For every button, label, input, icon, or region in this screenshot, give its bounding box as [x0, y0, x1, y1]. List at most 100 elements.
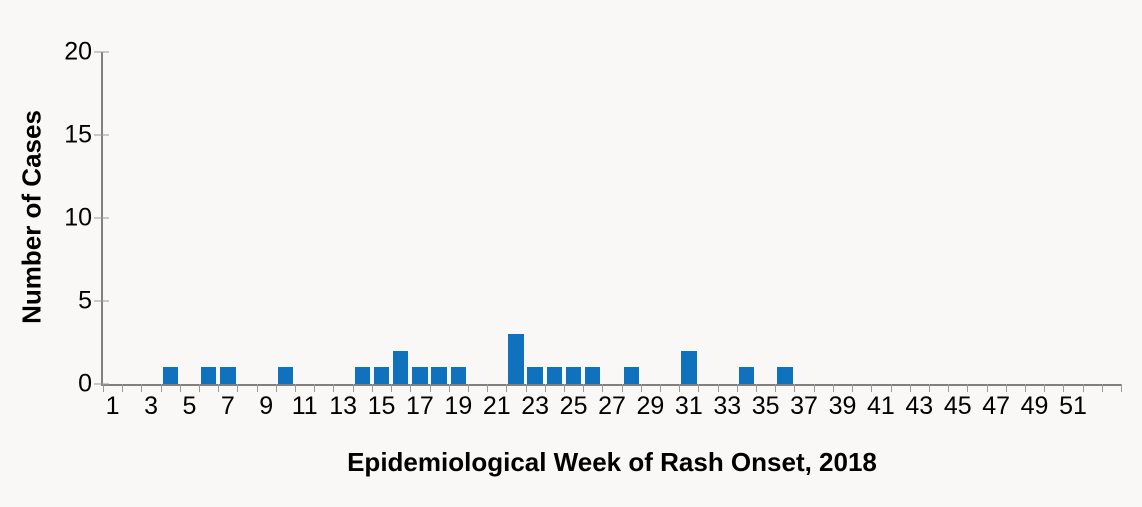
bar-week-6: [200, 367, 217, 384]
x-axis-tick: [275, 384, 277, 392]
x-axis-tick: [410, 384, 412, 392]
x-tick-label-39: 39: [828, 392, 857, 420]
x-axis-tick: [679, 384, 681, 392]
x-axis-tick: [871, 384, 873, 392]
y-axis-tick: [94, 383, 109, 385]
x-tick-label-7: 7: [220, 392, 235, 420]
x-tick-label-29: 29: [636, 392, 665, 420]
x-axis-tick: [832, 384, 834, 392]
x-axis-tick: [736, 384, 738, 392]
bar-week-23: [527, 367, 543, 384]
bar-week-7: [220, 367, 236, 384]
x-tick-label-51: 51: [1059, 392, 1087, 420]
bar-week-36: [777, 367, 793, 384]
x-axis-tick: [391, 384, 393, 392]
x-axis-tick: [583, 384, 585, 392]
x-tick-label-13: 13: [329, 392, 357, 420]
x-axis-tick: [467, 384, 469, 392]
x-axis-tick: [948, 384, 950, 392]
x-axis-tick: [775, 384, 777, 392]
x-axis-line: [101, 384, 1121, 386]
x-axis-tick: [487, 384, 489, 392]
x-tick-label-25: 25: [559, 392, 588, 420]
x-axis-tick: [928, 384, 930, 392]
x-axis-tick: [1063, 384, 1065, 392]
x-tick-label-15: 15: [367, 392, 396, 420]
x-axis-tick: [794, 384, 796, 392]
y-axis-tick: [94, 217, 109, 219]
x-axis-title: Epidemiological Week of Rash Onset, 2018: [347, 447, 877, 477]
x-axis-tick-labels: 1 3 5 7 9 11 13 15 17 19 21 23 25 27 29 31 33 35 37 39 41 43 4…: [103, 392, 1121, 420]
x-axis-tick: [813, 384, 815, 392]
bar-week-34: [738, 367, 755, 384]
bar-week-19: [450, 367, 467, 384]
x-axis-tick: [179, 384, 181, 392]
x-axis-tick: [1044, 384, 1046, 392]
x-axis-tick: [602, 384, 604, 392]
x-axis-tick: [506, 384, 508, 392]
plot-area: [94, 51, 1122, 392]
bar-week-24: [546, 367, 563, 384]
x-axis-tick: [525, 384, 527, 392]
x-tick-label-11: 11: [291, 392, 318, 420]
x-axis-tick: [371, 384, 373, 392]
bar-week-10: [277, 367, 294, 384]
x-tick-label-21: 21: [482, 392, 511, 420]
x-tick-label-35: 35: [751, 392, 780, 420]
y-tick-label-10: 10: [64, 203, 92, 232]
x-tick-label-33: 33: [713, 392, 742, 420]
x-tick-label-37: 37: [790, 392, 818, 420]
x-tick-label-17: 17: [406, 392, 434, 420]
x-axis-tick: [352, 384, 354, 392]
x-tick-label-9: 9: [259, 392, 274, 420]
x-axis-tick: [986, 384, 988, 392]
x-tick-label-27: 27: [598, 392, 626, 420]
y-tick-label-15: 15: [64, 120, 92, 149]
x-axis-tick: [852, 384, 854, 392]
x-tick-label-19: 19: [444, 392, 473, 420]
x-axis-tick: [1005, 384, 1007, 392]
x-tick-label-41: 41: [866, 392, 895, 420]
x-axis-tick: [967, 384, 969, 392]
x-axis-tick: [660, 384, 662, 392]
bar-week-14: [354, 367, 370, 384]
x-axis-tick: [295, 384, 297, 392]
x-axis-tick: [621, 384, 623, 392]
x-axis-tick: [448, 384, 450, 392]
x-tick-label-23: 23: [521, 392, 550, 420]
x-axis-tick: [199, 384, 201, 392]
bar-week-4: [162, 367, 178, 384]
x-tick-label-5: 5: [182, 392, 197, 420]
x-tick-label-43: 43: [905, 392, 934, 420]
x-axis-tick: [218, 384, 220, 392]
x-axis-tick: [160, 384, 162, 392]
x-tick-label-1: 1: [105, 392, 120, 420]
x-axis-tick: [890, 384, 892, 392]
bar-week-16: [393, 350, 409, 384]
y-tick-label-20: 20: [64, 37, 92, 66]
x-axis-tick: [1082, 384, 1084, 392]
x-axis-tick: [314, 384, 316, 392]
x-axis-tick: [1121, 384, 1122, 392]
bar-week-17: [412, 367, 428, 384]
x-axis-tick: [909, 384, 911, 392]
x-tick-label-45: 45: [943, 392, 972, 420]
x-axis-tick: [640, 384, 642, 392]
x-axis-tick: [1101, 384, 1103, 392]
x-axis-tick: [256, 384, 258, 392]
y-axis-tick: [94, 134, 109, 136]
bar-week-26: [585, 367, 601, 384]
x-axis-tick: [756, 384, 758, 392]
x-axis-tick: [122, 384, 124, 392]
y-tick-label-0: 0: [78, 369, 92, 398]
y-axis-tick: [94, 51, 109, 53]
x-axis-tick: [141, 384, 143, 392]
bar-week-22: [508, 334, 524, 384]
bar-week-15: [373, 367, 390, 384]
x-axis-tick: [544, 384, 546, 392]
x-axis-tick: [237, 384, 239, 392]
x-axis-tick: [717, 384, 719, 392]
x-tick-label-31: 31: [674, 392, 703, 420]
x-axis-tick: [103, 384, 104, 392]
